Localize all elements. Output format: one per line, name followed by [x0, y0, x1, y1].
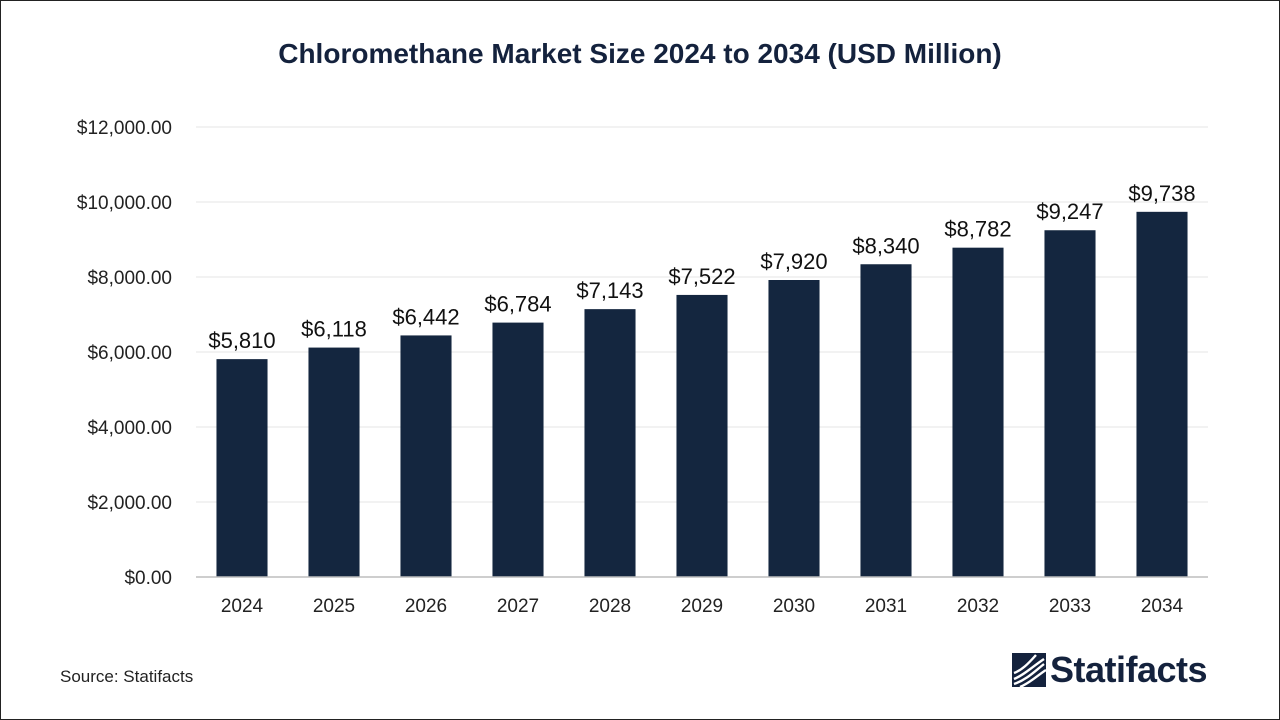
bar-2033	[1044, 230, 1096, 578]
bar-data-labels: $5,810 $6,118 $6,442 $6,784 $7,143 $7,522 $7,9…	[208, 181, 1195, 353]
y-axis-tick-labels: $0.00 $2,000.00 $4,000.00 $6,000.00 $8,000.0…	[77, 118, 172, 589]
bar-2029	[676, 294, 728, 577]
data-label: $7,920	[760, 249, 827, 274]
bar-2025	[308, 347, 360, 577]
x-tick-label: 2032	[957, 596, 999, 617]
data-label: $6,442	[392, 304, 459, 329]
data-label: $6,118	[301, 317, 367, 342]
y-tick-label: $0.00	[124, 568, 172, 589]
data-label: $8,782	[944, 217, 1011, 242]
bar-2030	[768, 280, 820, 577]
y-tick-label: $6,000.00	[87, 343, 172, 364]
bar-2027	[492, 322, 544, 577]
data-label: $7,522	[668, 264, 735, 289]
y-tick-label: $12,000.00	[77, 118, 172, 139]
data-label: $9,738	[1128, 181, 1195, 206]
bar-2032	[952, 247, 1004, 578]
bar-2028	[584, 309, 636, 577]
source-note: Source: Statifacts	[60, 667, 194, 686]
data-label: $9,247	[1036, 199, 1103, 224]
x-tick-label: 2025	[313, 596, 355, 617]
x-tick-label: 2024	[221, 596, 264, 617]
x-tick-label: 2027	[497, 596, 539, 617]
data-label: $7,143	[576, 278, 643, 303]
x-tick-label: 2033	[1049, 596, 1091, 617]
bar-2024	[216, 359, 268, 577]
chart-title: Chloromethane Market Size 2024 to 2034 (…	[278, 38, 1002, 69]
statifacts-logo-icon	[1012, 653, 1046, 687]
bar-2034	[1136, 211, 1188, 577]
y-tick-label: $10,000.00	[77, 193, 172, 214]
x-tick-label: 2031	[865, 596, 907, 617]
bar-2026	[400, 335, 452, 577]
bar-2031	[860, 264, 912, 577]
brand-logo[interactable]: Statifacts	[1012, 649, 1208, 690]
x-tick-label: 2028	[589, 596, 631, 617]
x-axis-tick-labels: 2024 2025 2026 2027 2028 2029 2030 2031 2032 2033…	[221, 596, 1184, 617]
y-tick-label: $4,000.00	[87, 418, 172, 439]
bars	[216, 211, 1188, 578]
y-tick-label: $2,000.00	[87, 493, 172, 514]
data-label: $8,340	[852, 233, 919, 258]
data-label: $6,784	[484, 292, 551, 317]
x-tick-label: 2029	[681, 596, 723, 617]
data-label: $5,810	[208, 328, 275, 353]
x-tick-label: 2030	[773, 596, 815, 617]
x-tick-label: 2034	[1141, 596, 1184, 617]
y-tick-label: $8,000.00	[87, 268, 172, 289]
x-tick-label: 2026	[405, 596, 447, 617]
brand-name: Statifacts	[1050, 649, 1208, 690]
